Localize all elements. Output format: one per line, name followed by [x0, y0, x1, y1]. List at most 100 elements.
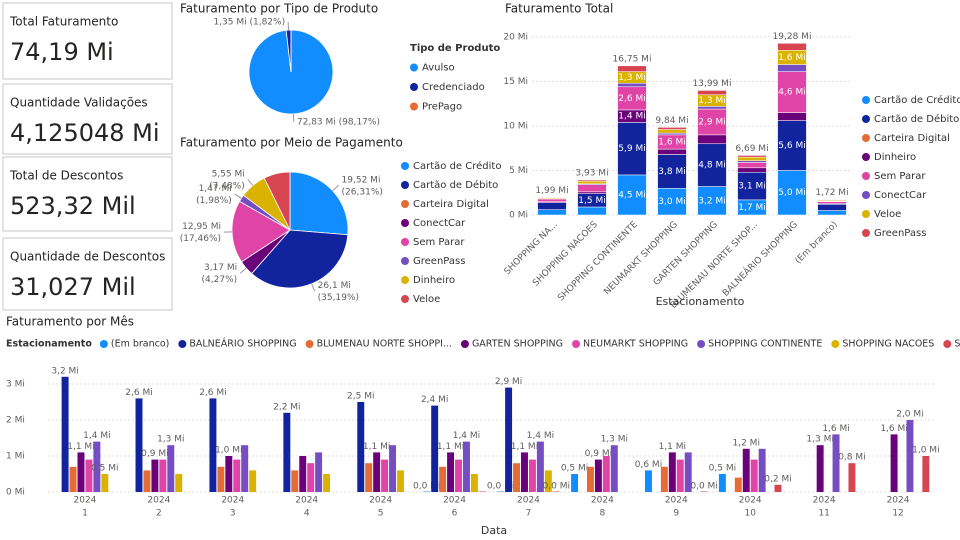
legend-swatch — [831, 340, 840, 348]
legend-swatch — [862, 153, 870, 161]
total-label: 6,69 Mi — [735, 144, 768, 154]
data-label: 1,1 Mi — [511, 442, 538, 452]
legend-label: Cartão de Crédito — [874, 94, 960, 106]
bar-segment — [817, 199, 847, 201]
bar — [373, 452, 381, 492]
label-part: 26,1 Mi — [318, 281, 351, 291]
segment-label: 2,9 Mi — [698, 117, 725, 127]
pie-slice — [263, 171, 291, 231]
bar — [307, 463, 315, 492]
legend-swatch — [862, 172, 870, 180]
pie-slice — [289, 171, 349, 236]
bar-segment — [697, 134, 727, 145]
legend-swatch — [862, 96, 870, 104]
data-label: 1,1 Mi — [437, 442, 464, 452]
y-tick-label: 5 Mi — [509, 166, 528, 176]
data-label: 26,1 Mi (35,19%) — [318, 281, 359, 303]
kpi-value: 4,125048 Mi — [10, 119, 160, 147]
bar — [455, 459, 462, 492]
total-label: 16,75 Mi — [613, 54, 652, 64]
bar — [462, 441, 470, 492]
segment-label: 1,6 Mi — [778, 53, 805, 63]
bar-segment — [777, 170, 807, 216]
bar-segment — [737, 162, 767, 169]
legend-title: Tipo de Produto — [410, 43, 500, 54]
segment-label: 2,6 Mi — [618, 94, 645, 104]
label-part: (1,98%) — [196, 195, 232, 205]
data-label: 1,1 Mi — [67, 442, 94, 452]
legend-label: Cartão de Débito — [413, 179, 498, 191]
x-tick-label: 9 — [673, 509, 679, 519]
data-label: 0,6 Mi — [635, 460, 662, 470]
data-label: 1,1 Mi — [659, 442, 686, 452]
data-label: 0,0 Mi — [487, 482, 514, 492]
bar-segment — [737, 156, 767, 161]
bar — [774, 484, 782, 492]
bar-segment — [777, 43, 807, 51]
legend-swatch — [401, 162, 409, 170]
label-part: (4,27%) — [202, 275, 238, 285]
data-label: 3,2 Mi — [51, 366, 78, 376]
legend-label: BALNEÁRIO SHOPPING — [189, 338, 296, 350]
bar — [922, 456, 930, 492]
legend-swatch — [460, 340, 469, 348]
label-part: (7,48%) — [209, 181, 245, 191]
data-label: 0,0 Mi — [543, 482, 570, 492]
bar-segment — [697, 108, 727, 136]
bar-segment — [657, 188, 687, 216]
bar-segment — [617, 65, 647, 72]
bar-segment — [577, 180, 607, 185]
segment-label: 1,5 Mi — [578, 196, 605, 206]
bar-segment — [737, 160, 767, 163]
data-label: 0,5 Mi — [561, 464, 588, 474]
x-tick-label: 11 — [818, 509, 829, 519]
kpi-card — [2, 156, 173, 232]
legend-label: NEUMARKT SHOPPING — [583, 339, 688, 350]
kpi-title: Quantidade de Descontos — [10, 250, 165, 264]
bar — [143, 470, 151, 492]
bar-segment — [697, 90, 727, 96]
data-label: 2,0 Mi — [896, 410, 923, 420]
bar-segment — [657, 129, 687, 134]
data-label: 0,2 Mi — [764, 474, 791, 484]
legend-swatch — [862, 191, 870, 199]
total-label: 19,28 Mi — [773, 32, 812, 42]
x-tick-label: (Em branco) — [794, 220, 840, 266]
legend-swatch — [410, 102, 418, 111]
bar — [521, 452, 528, 492]
bar — [610, 445, 618, 492]
legend-label: SHOPPING NACOES — [842, 339, 934, 350]
segment-label: 3,0 Mi — [658, 197, 685, 207]
y-tick-label: 15 Mi — [503, 77, 528, 87]
data-label: 1,3 Mi — [806, 435, 833, 445]
bar — [586, 466, 594, 492]
legend-swatch — [401, 238, 409, 246]
x-axis-title: Estacionamento — [656, 295, 745, 308]
bar — [101, 474, 109, 492]
legend-label: ConectCar — [413, 218, 466, 229]
data-label: 0,5 Mi — [91, 464, 118, 474]
legend-swatch — [862, 115, 870, 123]
legend-label: (Em branco) — [111, 339, 170, 350]
leader-line — [311, 283, 316, 292]
legend-swatch — [697, 340, 706, 348]
y-tick-label: 10 Mi — [503, 121, 528, 131]
legend-swatch — [401, 219, 409, 227]
data-label: 1,1 Mi — [363, 442, 390, 452]
bar-segment — [737, 155, 767, 158]
x-year-label: 2024 — [739, 496, 762, 506]
data-label: 1,6 Mi — [822, 424, 849, 434]
total-label: 13,99 Mi — [693, 79, 732, 89]
x-tick-label: 3 — [230, 509, 236, 519]
segment-label: 3,8 Mi — [658, 167, 685, 177]
legend-swatch — [410, 63, 418, 72]
legend-label: Sem Parar — [874, 171, 926, 182]
bar — [291, 470, 299, 492]
bar — [734, 477, 742, 492]
bar — [660, 466, 668, 492]
legend-label: GARTEN SHOPPING — [472, 339, 563, 350]
legend-swatch — [862, 134, 870, 142]
bar — [233, 459, 241, 492]
bar-segment — [657, 127, 687, 130]
data-label: 19,52 Mi (26,31%) — [342, 175, 383, 197]
